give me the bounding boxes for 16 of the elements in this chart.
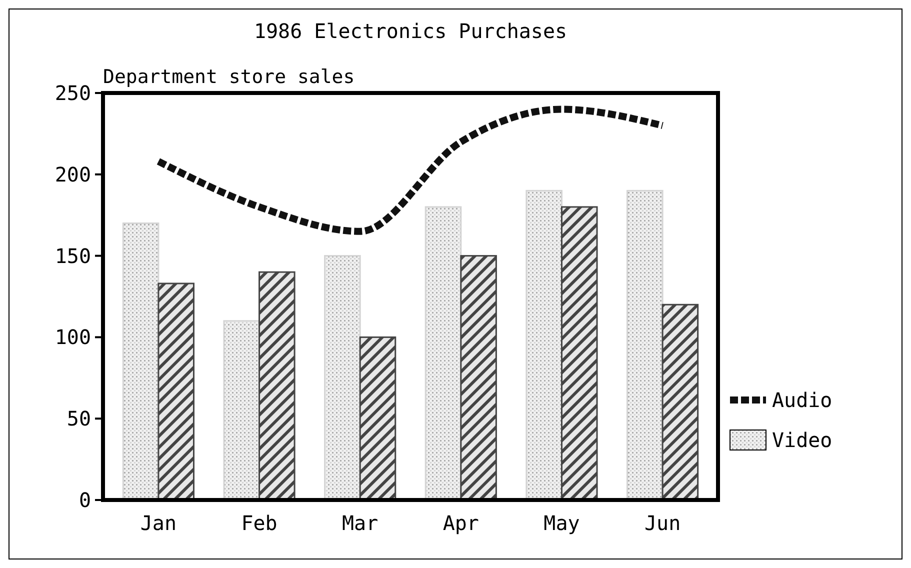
x-tick-label: May bbox=[544, 511, 580, 535]
x-tick-label: Jan bbox=[140, 511, 177, 535]
chart-subtitle: Department store sales bbox=[103, 66, 355, 88]
y-tick-label: 200 bbox=[54, 162, 91, 186]
legend-label: Video bbox=[772, 428, 832, 452]
y-tick-label: 100 bbox=[54, 325, 91, 350]
y-tick-label: 0 bbox=[78, 488, 91, 512]
y-tick-label: 50 bbox=[66, 406, 91, 431]
x-tick-label: Apr bbox=[442, 511, 479, 535]
y-tick-label: 250 bbox=[54, 81, 91, 105]
chart-title: 1986 Electronics Purchases bbox=[254, 19, 568, 43]
x-tick-label: Feb bbox=[241, 511, 278, 535]
y-tick-label: 150 bbox=[54, 244, 91, 268]
legend-label: Audio bbox=[772, 388, 832, 412]
x-tick-label: Mar bbox=[342, 511, 378, 535]
x-tick-label: Jun bbox=[644, 511, 681, 535]
